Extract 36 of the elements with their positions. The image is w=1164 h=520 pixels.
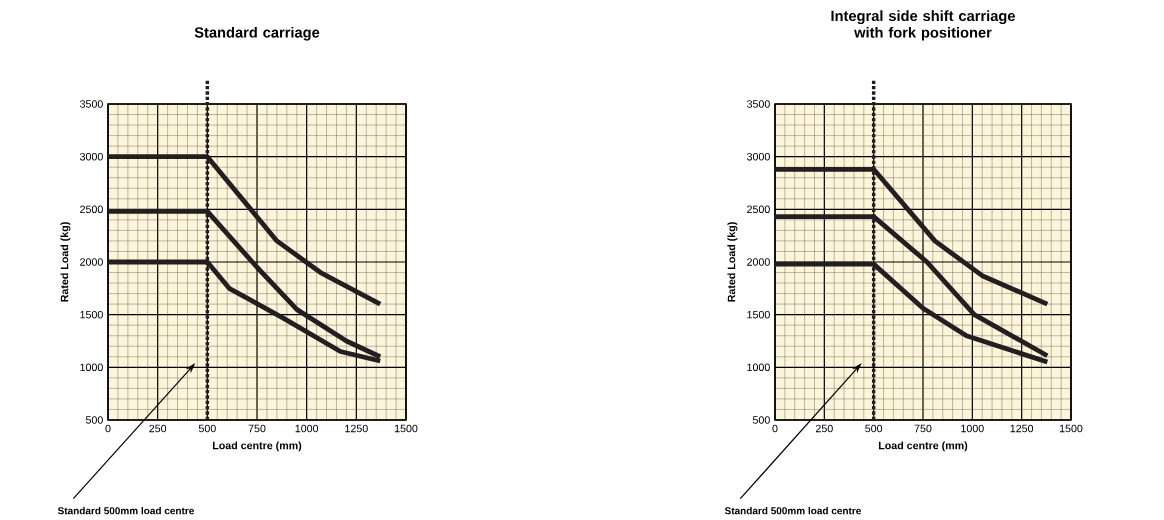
x-axis-title: Load centre (mm) bbox=[212, 441, 302, 452]
x-tick-label: 500 bbox=[865, 424, 883, 433]
y-tick-label: 3500 bbox=[79, 100, 103, 108]
x-tick-label: 1000 bbox=[295, 424, 319, 433]
y-tick-label: 2500 bbox=[747, 205, 770, 214]
x-tick-label: 1000 bbox=[961, 424, 984, 433]
x-tick-label: 250 bbox=[149, 424, 167, 433]
x-tick-label: 750 bbox=[914, 424, 932, 433]
ref-line-label: Standard 500mm load centre bbox=[57, 506, 194, 515]
y-tick-label: 3000 bbox=[79, 152, 103, 161]
y-tick-label: 2500 bbox=[80, 205, 103, 214]
x-tick-label: 1250 bbox=[1010, 424, 1034, 433]
x-tick-label: 1500 bbox=[394, 424, 418, 433]
y-tick-label: 1500 bbox=[747, 310, 770, 319]
x-axis-title: Load centre (mm) bbox=[878, 441, 968, 452]
x-tick-label: 1500 bbox=[1059, 424, 1083, 433]
y-axis-title: Rated Load (kg) bbox=[60, 222, 71, 302]
y-tick-label: 1000 bbox=[747, 363, 770, 372]
y-tick-label: 500 bbox=[752, 416, 770, 424]
x-tick-label: 0 bbox=[772, 424, 778, 433]
x-tick-label: 1250 bbox=[345, 424, 368, 433]
y-tick-label: 2000 bbox=[747, 258, 770, 266]
y-tick-label: 1000 bbox=[80, 363, 103, 372]
y-axis-title: Rated Load (kg) bbox=[727, 222, 738, 302]
y-tick-label: 500 bbox=[85, 416, 103, 424]
y-tick-label: 1500 bbox=[80, 310, 103, 319]
ref-line-label: Standard 500mm load centre bbox=[724, 506, 861, 515]
chart-title: Integral side shift carriage with fork positioner bbox=[831, 10, 1015, 41]
x-tick-label: 0 bbox=[105, 424, 111, 433]
x-tick-label: 250 bbox=[815, 424, 833, 433]
y-tick-label: 3000 bbox=[746, 152, 770, 161]
x-tick-label: 500 bbox=[198, 424, 216, 433]
y-tick-label: 3500 bbox=[746, 100, 770, 108]
x-tick-label: 750 bbox=[248, 424, 266, 433]
chart-title: Standard carriage bbox=[194, 26, 320, 41]
y-tick-label: 2000 bbox=[80, 258, 103, 266]
